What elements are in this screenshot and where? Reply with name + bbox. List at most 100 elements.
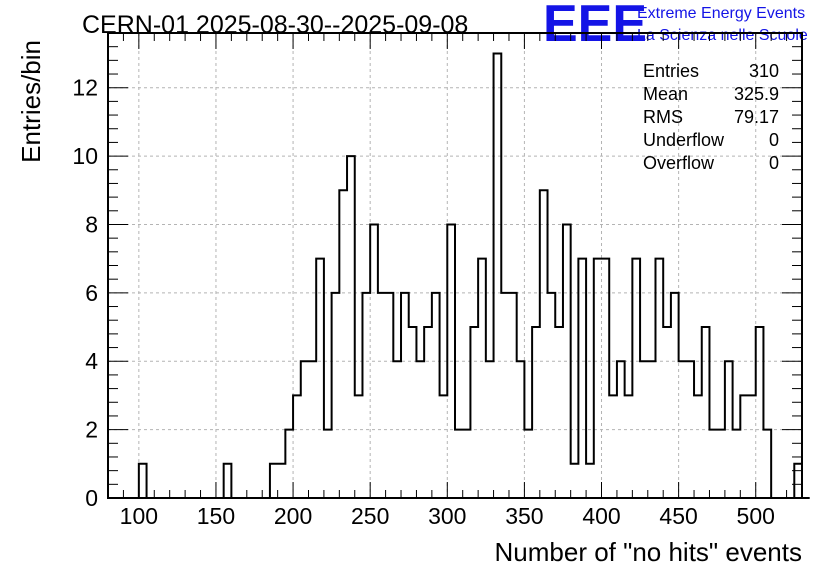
histogram-bin <box>625 395 633 498</box>
histogram-bin <box>362 293 370 498</box>
histogram-bin <box>270 464 278 498</box>
stats-box: Entries 310 Mean 325.9 RMS 79.17 Underflow 0 Ove… <box>643 61 779 173</box>
histogram-bin <box>416 361 424 498</box>
stat-label: Entries <box>643 61 699 81</box>
histogram-bin <box>139 464 147 498</box>
y-tick-label: 6 <box>85 280 98 306</box>
histogram-bin <box>586 464 594 498</box>
histogram-outline <box>131 52 810 499</box>
histogram-bin <box>332 293 340 498</box>
histogram-bin <box>378 293 386 498</box>
histogram-bin <box>548 293 556 498</box>
y-tick-label: 12 <box>72 75 98 101</box>
histogram-bin <box>740 395 748 498</box>
y-tick-label: 8 <box>85 211 98 237</box>
grid-layer <box>108 33 802 498</box>
tick-labels-layer: 100 150 200 250 300 350 400 450 500 0 2 4 6 8 10 12 <box>72 75 775 529</box>
histogram-bin <box>578 259 586 498</box>
histogram-bin <box>609 395 617 498</box>
stat-label: Underflow <box>643 130 725 150</box>
histogram-bin <box>386 293 394 498</box>
histogram-bin <box>540 190 548 498</box>
histogram-bin <box>409 327 417 498</box>
x-tick-label: 400 <box>582 503 620 529</box>
stat-label: Overflow <box>643 153 715 173</box>
histogram-bin <box>756 327 764 498</box>
histogram-bin <box>501 293 509 498</box>
histogram-layer <box>131 52 810 499</box>
histogram-bin <box>594 259 602 498</box>
eee-logo: EEE Extreme Energy Events La Scienza nel… <box>543 0 808 53</box>
histogram-bin <box>301 361 309 498</box>
x-tick-label: 100 <box>120 503 158 529</box>
stat-label: RMS <box>643 107 683 127</box>
histogram-bin <box>432 293 440 498</box>
histogram-bin <box>532 327 540 498</box>
histogram-bin <box>401 293 409 498</box>
histogram-bin <box>278 464 286 498</box>
histogram-bin <box>486 361 494 498</box>
x-tick-label: 350 <box>505 503 543 529</box>
histogram-bin <box>725 361 733 498</box>
histogram-bin <box>455 430 463 498</box>
histogram-bin <box>509 293 517 498</box>
histogram-bin <box>293 395 301 498</box>
histogram-bin <box>440 395 448 498</box>
x-tick-label: 450 <box>659 503 697 529</box>
histogram-bin <box>563 224 571 498</box>
histogram-bin <box>648 361 656 498</box>
histogram-bin <box>447 224 455 498</box>
histogram-bin <box>632 259 640 498</box>
stat-value: 79.17 <box>734 107 779 127</box>
histogram-bin <box>517 361 525 498</box>
x-tick-label: 200 <box>274 503 312 529</box>
y-tick-label: 0 <box>85 485 98 511</box>
histogram-bin <box>478 259 486 498</box>
x-tick-label: 300 <box>428 503 466 529</box>
histogram-bin <box>679 361 687 498</box>
histogram-bin <box>355 395 363 498</box>
histogram-bin <box>640 361 648 498</box>
y-tick-label: 10 <box>72 143 98 169</box>
histogram-bin <box>316 259 324 498</box>
stat-value: 325.9 <box>734 84 779 104</box>
histogram-bin <box>686 361 694 498</box>
stat-value: 0 <box>769 153 779 173</box>
histogram-bin <box>463 430 471 498</box>
histogram-bin <box>663 327 671 498</box>
x-axis-label: Number of "no hits" events <box>495 537 803 567</box>
histogram-bin <box>494 54 502 498</box>
histogram-bin <box>748 395 756 498</box>
histogram-bin <box>285 430 293 498</box>
histogram-bin <box>794 464 802 498</box>
histogram-bin <box>709 430 717 498</box>
histogram-bin <box>671 293 679 498</box>
histogram-bin <box>424 327 432 498</box>
x-tick-label: 250 <box>351 503 389 529</box>
stat-label: Mean <box>643 84 688 104</box>
histogram-bin <box>324 430 332 498</box>
histogram-bin <box>602 259 610 498</box>
stat-value: 310 <box>749 61 779 81</box>
histogram-bin <box>308 361 316 498</box>
histogram-bin <box>617 361 625 498</box>
y-tick-label: 2 <box>85 417 98 443</box>
histogram-bin <box>763 430 771 498</box>
chart-title: CERN-01 2025-08-30--2025-09-08 <box>82 11 468 39</box>
histogram-bin <box>470 327 478 498</box>
histogram-bin <box>370 224 378 498</box>
histogram-bin <box>694 395 702 498</box>
histogram-bin <box>347 156 355 498</box>
x-tick-label: 500 <box>737 503 775 529</box>
logo-letters: EEE <box>543 0 647 53</box>
histogram-bin <box>733 430 741 498</box>
histogram-bin <box>524 430 532 498</box>
y-tick-label: 4 <box>85 348 98 374</box>
histogram-bin <box>555 327 563 498</box>
histogram-bin <box>655 259 663 498</box>
histogram-bin <box>393 361 401 498</box>
x-tick-label: 150 <box>197 503 235 529</box>
plot-frame <box>107 32 803 499</box>
stat-value: 0 <box>769 130 779 150</box>
